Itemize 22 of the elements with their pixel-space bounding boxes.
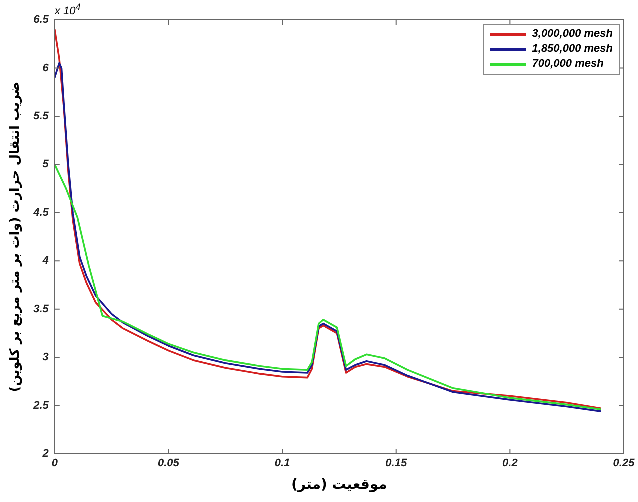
x-tick-label: 0.1 <box>274 458 290 470</box>
x-tick-label: 0.25 <box>613 458 636 470</box>
legend-label: 3,000,000 mesh <box>532 27 613 42</box>
x-tick-label: 0 <box>52 458 59 470</box>
y-tick-label: 4 <box>42 255 49 268</box>
y-tick-label: 6 <box>42 62 50 74</box>
legend-label: 700,000 mesh <box>532 57 604 72</box>
text: x 10$^{4}$ <box>54 2 81 18</box>
x-tick-label: 0.05 <box>158 458 180 470</box>
y-tick-label: 6.5 <box>34 14 50 26</box>
y-tick-label: 5 <box>42 158 50 171</box>
y-tick-label: 2 <box>42 448 49 460</box>
x-tick-label: 0.2 <box>502 458 518 470</box>
y-tick-label: 3 <box>42 352 49 364</box>
y-axis-title: ضریب انتقال حرارت (وات بر متر مربع بر کلوین) <box>8 82 24 392</box>
y-tick-label: 3.5 <box>34 303 50 316</box>
y-tick-label: 4.5 <box>32 206 50 219</box>
y-tick-label: 2.5 <box>32 400 50 412</box>
legend-label: 1,850,000 mesh <box>532 42 613 57</box>
x-axis-title: موقعیت (متر) <box>292 477 388 494</box>
x-tick-label: 0.15 <box>386 458 408 470</box>
y-tick-label: 5.5 <box>34 110 50 122</box>
